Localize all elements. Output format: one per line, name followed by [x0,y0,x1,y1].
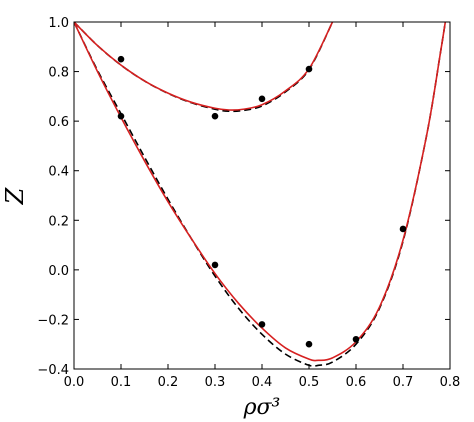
x-tick-label: 0.7 [393,375,414,390]
x-tick-label: 0.1 [111,375,132,390]
tick-layer: 0.0 0.1 0.2 0.3 0.4 0.5 0.6 0.7 0.8 −0.4 −0.2 0.0 0.… [37,16,460,390]
x-tick-label: 0.8 [440,375,461,390]
x-tick-label: 0.5 [299,375,320,390]
x-tick-label: 0.0 [64,375,85,390]
y-tick-label: 0.4 [48,165,69,180]
y-axis-label: Z [1,186,29,205]
red-curve-2 [74,22,447,362]
curve-layer [74,22,447,368]
data-point-1 [211,112,219,120]
red-curve-0 [74,22,334,111]
x-axis-label: ρσ³ [243,395,281,420]
dashed-curve-1 [74,22,334,113]
y-tick-label: 0.8 [48,66,69,81]
data-point-5 [211,261,219,269]
dashed-curve-3 [74,22,447,368]
data-point-8 [352,335,360,343]
point-layer [117,55,407,348]
y-tick-label: 0.6 [48,115,69,130]
plot-frame [73,21,451,370]
x-tick-label: 0.4 [252,375,273,390]
y-tick-label: 0.0 [48,264,69,279]
y-tick-label: −0.2 [37,313,69,328]
data-point-4 [117,112,125,120]
data-point-9 [399,225,407,233]
data-point-7 [305,340,313,348]
x-tick-label: 0.3 [205,375,226,390]
data-point-2 [258,95,266,103]
data-point-6 [258,321,266,328]
y-tick-label: 1.0 [48,16,69,31]
y-tick-label: 0.2 [48,214,69,229]
data-point-3 [305,65,313,73]
x-tick-label: 0.6 [346,375,367,390]
y-tick-label: −0.4 [37,363,69,378]
x-tick-label: 0.2 [158,375,179,390]
data-point-0 [117,55,125,63]
